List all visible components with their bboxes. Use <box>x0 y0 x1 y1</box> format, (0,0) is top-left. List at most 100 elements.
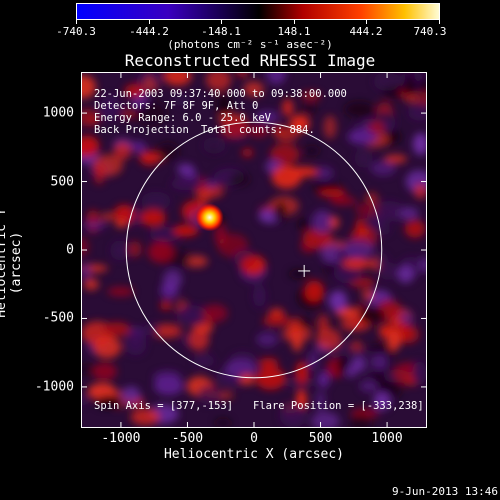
heatmap-blob <box>110 240 130 261</box>
heatmap-blob <box>152 72 164 85</box>
heatmap-blob <box>100 94 120 118</box>
heatmap-blob <box>214 224 227 246</box>
heatmap-blob <box>419 78 427 92</box>
heatmap-blob <box>92 362 117 381</box>
heatmap-blob <box>315 390 326 412</box>
heatmap-blob <box>256 332 278 347</box>
y-tick-label: -1000 <box>34 379 74 395</box>
x-tick-label: 0 <box>250 431 258 446</box>
heatmap-blob <box>177 163 195 175</box>
heatmap-blob <box>152 323 182 339</box>
heatmap-blob <box>313 166 334 180</box>
heatmap-blob <box>115 219 127 228</box>
heatmap-blob <box>387 328 401 351</box>
x-axis-label: Heliocentric X (arcsec) <box>163 447 344 462</box>
heatmap-blob <box>140 209 166 227</box>
heatmap-blob <box>302 102 317 114</box>
footer-date: 9-Jun-2013 13:46 <box>392 485 498 498</box>
heatmap-blob <box>266 72 287 85</box>
colorbar-tick-label: 444.2 <box>349 25 383 38</box>
heatmap-blob <box>235 72 249 78</box>
solar-disk-limb <box>125 121 383 379</box>
heatmap-blob <box>124 83 145 98</box>
heatmap-blob <box>403 74 417 97</box>
heatmap-blob <box>419 256 427 273</box>
heatmap-blob <box>241 148 253 158</box>
heatmap-blob <box>160 300 172 311</box>
annotation-flare-position: Flare Position = [-333,238] <box>253 400 424 412</box>
heatmap-blob <box>243 81 264 97</box>
heatmap-blob <box>359 380 379 393</box>
plot-area: 22-Jun-2003 09:37:40.000 to 09:38:00.000… <box>81 72 427 428</box>
heatmap-blob <box>289 114 310 133</box>
heatmap-blob <box>141 191 171 211</box>
heatmap-blob <box>113 204 135 225</box>
heatmap-blob <box>258 357 279 370</box>
heatmap-blob <box>413 183 427 200</box>
heatmap-blob <box>101 212 115 222</box>
heatmap-blob <box>239 374 255 385</box>
heatmap-blob <box>312 210 333 234</box>
heatmap-blob <box>295 361 309 385</box>
heatmap-blob <box>373 223 391 236</box>
heatmap-blob <box>262 315 291 327</box>
colorbar-tick-label: -740.3 <box>56 25 96 38</box>
colorbar-tick-label: -444.2 <box>129 25 169 38</box>
heatmap-blob <box>373 72 400 91</box>
heatmap-blob <box>143 323 160 336</box>
heatmap-blob <box>102 322 131 337</box>
colorbar-units: (photons cm⁻² s⁻¹ asec⁻²) <box>167 38 333 51</box>
heatmap-blob <box>83 278 99 291</box>
heatmap-blob <box>308 350 319 370</box>
heatmap-blob <box>300 240 316 253</box>
y-tick-label: 500 <box>50 174 74 190</box>
heatmap-blob <box>203 137 226 154</box>
heatmap-blob <box>130 408 160 426</box>
y-tick-label: 0 <box>66 242 74 258</box>
heatmap-blob <box>197 385 222 405</box>
heatmap-blob <box>107 286 134 297</box>
heatmap-blob <box>282 98 294 117</box>
heatmap-blob <box>135 101 167 125</box>
y-tick-label: -500 <box>42 310 74 326</box>
heatmap-blob <box>216 93 232 116</box>
heatmap-blob <box>344 101 375 118</box>
heatmap-blob <box>355 217 366 239</box>
flare-source <box>195 203 224 232</box>
heatmap-blob <box>127 240 142 258</box>
heatmap-blob <box>365 192 379 204</box>
heatmap-blob <box>303 145 320 156</box>
heatmap-blob <box>397 265 415 284</box>
y-axis <box>81 112 427 388</box>
heatmap-blob <box>288 317 302 340</box>
heatmap-blob <box>205 72 232 91</box>
colorbar-tick-label: 740.3 <box>413 25 447 38</box>
heatmap-blob <box>370 160 396 176</box>
heatmap-blob <box>176 305 208 325</box>
heatmap-blob <box>336 354 349 374</box>
heatmap-blob <box>173 94 190 106</box>
heatmap-blob <box>81 135 100 157</box>
heatmap-blob <box>298 218 309 230</box>
heatmap-blob <box>317 371 330 388</box>
heatmap-blob <box>408 103 427 121</box>
heatmap-blob <box>81 263 91 280</box>
heatmap-blob <box>81 75 96 99</box>
heatmap-blob <box>318 189 347 198</box>
heatmap-blob <box>255 367 286 390</box>
heatmap-blob <box>188 328 210 351</box>
heatmap-blob <box>229 172 250 186</box>
heatmap-blob <box>170 177 203 191</box>
heatmap-blob <box>399 311 413 326</box>
annotation-time-range: 22-Jun-2003 09:37:40.000 to 09:38:00.000 <box>94 88 347 100</box>
heatmap-blob <box>249 124 269 138</box>
heatmap-blob <box>343 239 375 259</box>
heatmap-blob <box>328 290 348 312</box>
heatmap-blob <box>274 127 299 143</box>
heatmap-blob <box>193 354 215 367</box>
heatmap-blob <box>304 280 324 302</box>
heatmap-blob <box>240 254 266 276</box>
heatmap-blob <box>253 284 266 308</box>
heatmap-blob <box>412 361 427 385</box>
heatmap-blob <box>415 92 427 106</box>
